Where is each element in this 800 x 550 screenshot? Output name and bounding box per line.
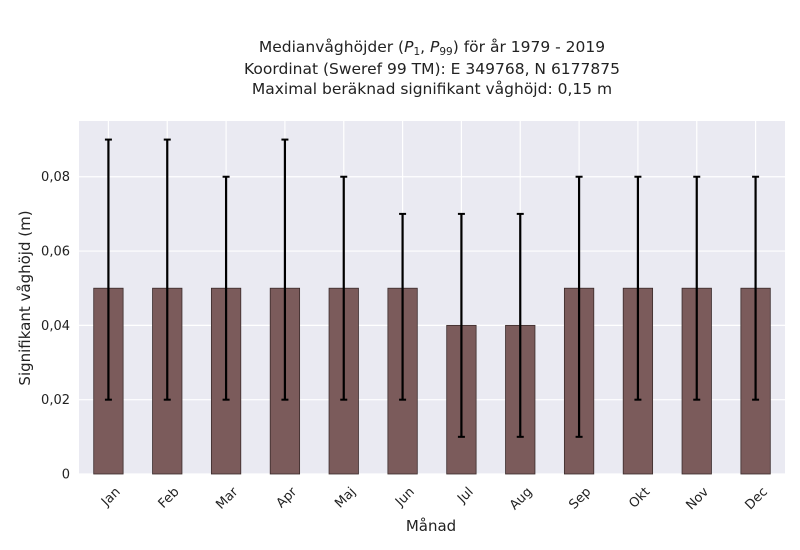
y-tick-label: 0,04 <box>41 319 70 334</box>
error-bars <box>104 138 760 438</box>
x-tick-label: Feb <box>156 485 183 512</box>
plot-area <box>79 121 785 474</box>
y-tick-label: 0 <box>62 468 70 483</box>
y-tick-label: 0,02 <box>41 393 70 408</box>
x-tick-label: Jan <box>98 485 123 510</box>
y-tick-label: 0,06 <box>41 245 70 260</box>
x-tick-label: Apr <box>274 484 301 511</box>
error-bar-jul <box>457 212 465 438</box>
error-bar-jun <box>399 212 407 401</box>
error-bar-sep <box>575 175 583 438</box>
error-bar-aug <box>516 212 524 438</box>
error-bar-maj <box>340 175 348 401</box>
x-axis-ticks: Jan Feb Mar Apr Maj Jun Jul Aug Sep Okt Nov Dec <box>98 484 771 513</box>
x-tick-label: Aug <box>507 485 536 514</box>
y-tick-label: 0,08 <box>41 170 70 185</box>
error-bar-dec <box>752 175 760 401</box>
x-tick-label: Jun <box>392 485 418 511</box>
chart-title-line-2: Koordinat (Sweref 99 TM): E 349768, N 61… <box>244 60 620 78</box>
x-tick-label: Maj <box>332 485 359 512</box>
x-tick-label: Nov <box>683 484 712 513</box>
x-axis-label: Månad <box>406 517 456 535</box>
x-tick-label: Sep <box>566 485 594 513</box>
chart-title-line-1: Medianvåghöjder (P1, P99) för år 1979 - … <box>259 38 605 58</box>
x-tick-label: Jul <box>454 485 476 507</box>
chart-title: Medianvåghöjder (P1, P99) för år 1979 - … <box>244 38 620 98</box>
error-bar-apr <box>281 138 289 401</box>
error-bar-okt <box>634 175 642 401</box>
x-tick-label: Okt <box>626 485 653 512</box>
chart-title-line-3: Maximal beräknad signifikant våghöjd: 0,… <box>252 80 612 98</box>
error-bar-mar <box>222 175 230 401</box>
y-axis-ticks: 0 0,02 0,04 0,06 0,08 <box>41 170 70 482</box>
error-bar-feb <box>163 138 171 401</box>
y-axis-label: Signifikant våghöjd (m) <box>16 210 34 385</box>
error-bar-nov <box>693 175 701 401</box>
error-bar-jan <box>104 138 112 401</box>
x-tick-label: Dec <box>742 485 770 513</box>
x-tick-label: Mar <box>213 484 241 512</box>
